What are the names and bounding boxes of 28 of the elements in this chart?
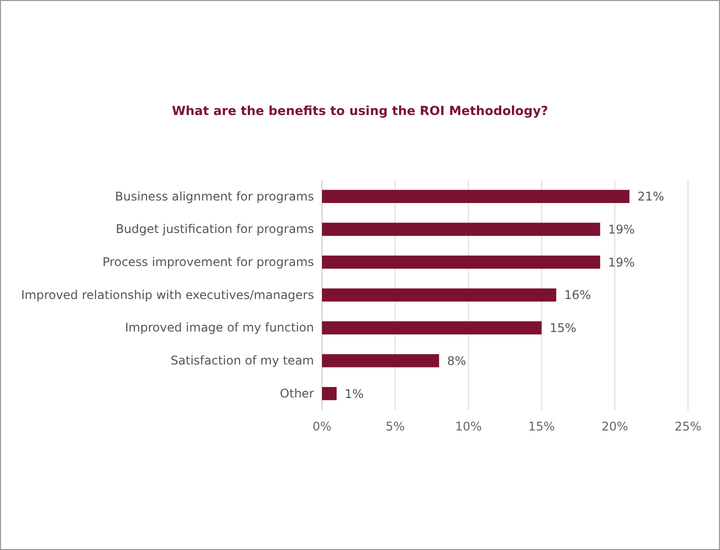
data-label: 8% <box>447 354 466 368</box>
y-tick-label: Process improvement for programs <box>102 254 314 269</box>
y-tick-label: Budget justification for programs <box>116 222 314 236</box>
bar <box>322 222 600 236</box>
x-tick-label: 20% <box>601 420 628 434</box>
bar <box>322 256 600 269</box>
bar <box>322 288 556 302</box>
x-tick-label: 25% <box>674 420 702 434</box>
x-tick-label: 5% <box>386 420 405 434</box>
data-label: 19% <box>608 255 635 270</box>
x-tick-label: 10% <box>455 420 482 434</box>
data-label: 16% <box>564 288 591 302</box>
bar <box>322 387 337 400</box>
bar <box>322 354 440 368</box>
y-tick-label: Business alignment for programs <box>115 189 314 204</box>
bar <box>322 321 542 334</box>
data-label: 19% <box>608 222 635 236</box>
x-tick-label: 0% <box>312 420 332 434</box>
data-label: 21% <box>637 190 664 204</box>
data-label: 15% <box>550 321 576 336</box>
chart-title: What are the benefits to using the ROI Methodology? <box>172 103 548 118</box>
y-tick-label: Improved relationship with executives/managers <box>21 288 314 302</box>
y-tick-label: Improved image of my function <box>125 320 314 335</box>
bar <box>322 190 630 203</box>
data-label: 1% <box>344 386 364 401</box>
y-tick-label: Satisfaction of my team <box>170 354 314 368</box>
y-tick-label: Other <box>280 386 314 400</box>
x-tick-label: 15% <box>528 420 555 434</box>
